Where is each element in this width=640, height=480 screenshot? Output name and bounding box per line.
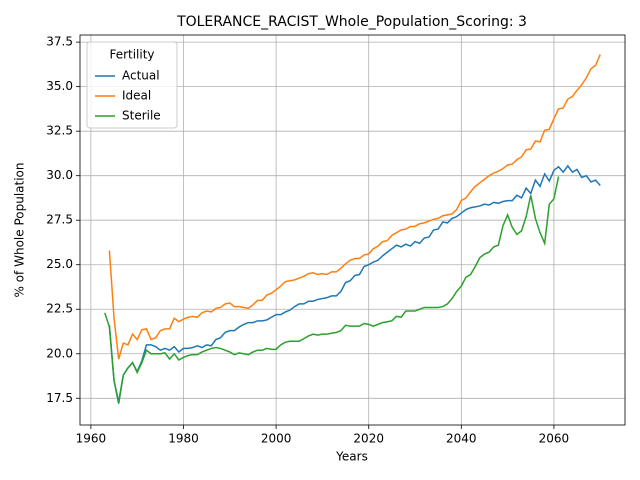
y-tick-label: 37.5 <box>46 35 73 49</box>
legend-label: Actual <box>122 69 160 83</box>
legend-label: Ideal <box>122 89 151 103</box>
x-tick-label: 1960 <box>76 432 107 446</box>
series-line <box>104 176 560 403</box>
y-tick-label: 20.0 <box>46 346 73 360</box>
y-tick-label: 27.5 <box>46 213 73 227</box>
chart-title: TOLERANCE_RACIST_Whole_Population_Scorin… <box>176 14 527 30</box>
y-tick-label: 32.5 <box>46 124 73 138</box>
series-line <box>108 164 601 404</box>
y-tick-label: 35.0 <box>46 79 73 93</box>
y-tick-label: 17.5 <box>46 391 73 405</box>
y-tick-label: 30.0 <box>46 168 73 182</box>
series-line <box>108 54 601 360</box>
x-tick-label: 2020 <box>353 432 384 446</box>
legend-title: Fertility <box>109 48 154 62</box>
x-tick-label: 2040 <box>446 432 477 446</box>
y-axis-label: % of Whole Population <box>13 163 27 298</box>
x-tick-label: 2060 <box>539 432 570 446</box>
x-tick-label: 2000 <box>261 432 292 446</box>
legend-label: Sterile <box>122 109 161 123</box>
y-tick-label: 25.0 <box>46 257 73 271</box>
plot-frame <box>79 34 626 426</box>
legend-box <box>86 41 178 129</box>
y-tick-label: 22.5 <box>46 302 73 316</box>
x-axis-label: Years <box>335 450 368 464</box>
x-tick-label: 1980 <box>168 432 199 446</box>
